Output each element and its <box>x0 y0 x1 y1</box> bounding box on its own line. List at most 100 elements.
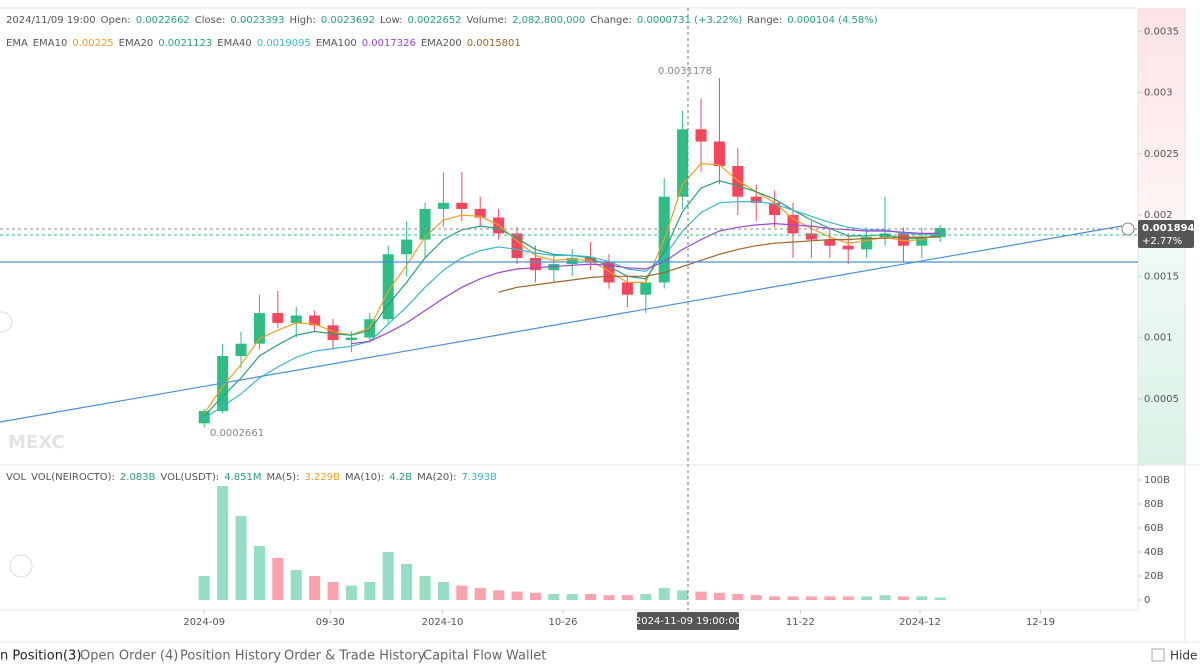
volume-bar <box>842 596 854 601</box>
high-label: 0.0031178 <box>658 66 712 77</box>
candle-body <box>511 233 523 258</box>
add-button[interactable] <box>1121 222 1135 236</box>
x-tick-label: 12-19 <box>1026 617 1055 628</box>
legend-value: 0.00225 <box>72 38 114 49</box>
legend-label: High: <box>289 15 316 26</box>
ema-line <box>203 201 941 419</box>
volume-bar <box>437 582 449 601</box>
tab[interactable]: Capital Flow <box>423 649 503 664</box>
volume-bar <box>345 585 357 601</box>
candle-body <box>437 202 449 209</box>
volume-bar <box>309 576 321 601</box>
checkbox[interactable] <box>1151 648 1165 662</box>
legend-label: EMA200 <box>420 38 462 49</box>
candle-body <box>548 264 560 271</box>
volume-bar <box>585 594 597 601</box>
volume-bar <box>879 595 891 601</box>
candle-body <box>566 257 578 265</box>
ohlc-legend: 2024/11/09 19:00 Open: 0.0022662 Close: 0.00… <box>6 15 878 26</box>
volume-bar <box>272 558 284 601</box>
candle-body <box>677 129 689 197</box>
marks <box>198 78 946 601</box>
last-price: 0.0018943 <box>1142 223 1200 234</box>
legend-value: 0.0022662 <box>135 15 190 26</box>
watermark: MEXC <box>8 432 65 453</box>
volume-bar <box>640 594 652 601</box>
legend-label: EMA20 <box>118 38 154 49</box>
candle-body <box>842 245 854 250</box>
tab[interactable]: Open Order (4) <box>80 649 178 664</box>
candle-body <box>585 257 597 262</box>
legend-label: 2024/11/09 19:00 <box>6 15 96 26</box>
y-tick-label: 20B <box>1144 571 1164 582</box>
tab[interactable]: n Position(3) <box>0 649 81 664</box>
x-tick-label: 2024-12 <box>899 617 941 628</box>
tab[interactable]: Order & Trade History <box>284 649 426 664</box>
x-tick-label: 11-22 <box>786 617 815 628</box>
x-tick-label: 2024-09 <box>183 617 225 628</box>
candle-body <box>713 141 725 167</box>
volume-bar <box>603 595 615 601</box>
crosshair-time: 2024-11-09 19:00:00 <box>635 616 741 627</box>
candle-body <box>824 239 836 246</box>
y-tick-label: 80B <box>1144 499 1164 510</box>
candle-body <box>235 343 247 356</box>
volume-bar <box>805 596 817 601</box>
legend-label: Change: <box>590 15 632 26</box>
volume-bar <box>511 591 523 601</box>
x-tick-label: 10-26 <box>548 617 577 628</box>
legend-label: VOL(NEIROCTO): <box>31 472 115 483</box>
candle-body <box>934 228 946 238</box>
legend-value: 0.0019095 <box>256 38 311 49</box>
tab[interactable]: Wallet <box>506 649 546 664</box>
last-price-tag <box>1138 220 1194 248</box>
legend-value: 4.851M <box>224 472 262 483</box>
volume-bar <box>621 595 633 601</box>
y-tick-label: 100B <box>1144 475 1170 486</box>
x-tick-label: 09-30 <box>316 617 345 628</box>
collapse-button[interactable] <box>0 311 13 333</box>
candle-body <box>253 313 265 344</box>
legend-value: 0.0015801 <box>466 38 521 49</box>
candle-body <box>456 202 468 209</box>
legend-value: 0.0021123 <box>158 38 213 49</box>
ema-line <box>203 180 941 417</box>
y-tick-label: 0.0005 <box>1144 394 1179 405</box>
y-tick-label: 0.001 <box>1144 333 1173 344</box>
legend-label: Low: <box>379 15 403 26</box>
candle-body <box>787 215 799 234</box>
volume-bar <box>419 576 431 601</box>
legend-label: EMA <box>6 38 28 49</box>
crosshair-time-box <box>637 612 739 630</box>
legend-label: MA(10): <box>344 472 385 483</box>
legend-label: EMA100 <box>315 38 357 49</box>
volume-bar <box>364 582 376 601</box>
volume-bar <box>474 588 486 601</box>
volume-bar <box>861 596 873 601</box>
candle-body <box>401 239 413 255</box>
legend-label: Close: <box>194 15 226 26</box>
candle-body <box>382 254 394 320</box>
legend-value: 0.0022652 <box>407 15 462 26</box>
candle-body <box>897 233 909 246</box>
candle-body <box>419 208 431 240</box>
volume-bar <box>235 515 247 601</box>
candle-body <box>529 257 541 271</box>
legend-value: 3.229B <box>304 472 340 483</box>
legend-value: 0.0017326 <box>361 38 416 49</box>
tool-button[interactable] <box>9 554 33 578</box>
candle-body <box>916 237 928 246</box>
candle-body <box>769 202 781 216</box>
legend-value: 7.393B <box>461 472 497 483</box>
y-tick-label: 0.0025 <box>1144 149 1179 160</box>
candle-body <box>290 315 302 323</box>
candle-body <box>309 315 321 326</box>
legend-label: MA(20): <box>417 472 457 483</box>
volume-bar <box>732 594 744 601</box>
tab[interactable]: Position History <box>180 649 281 664</box>
candle-body <box>695 129 707 142</box>
volume-bar <box>253 546 265 601</box>
vol-legend: VOL VOL(NEIROCTO): 2.083B VOL(USDT): 4.851M M… <box>6 472 497 483</box>
